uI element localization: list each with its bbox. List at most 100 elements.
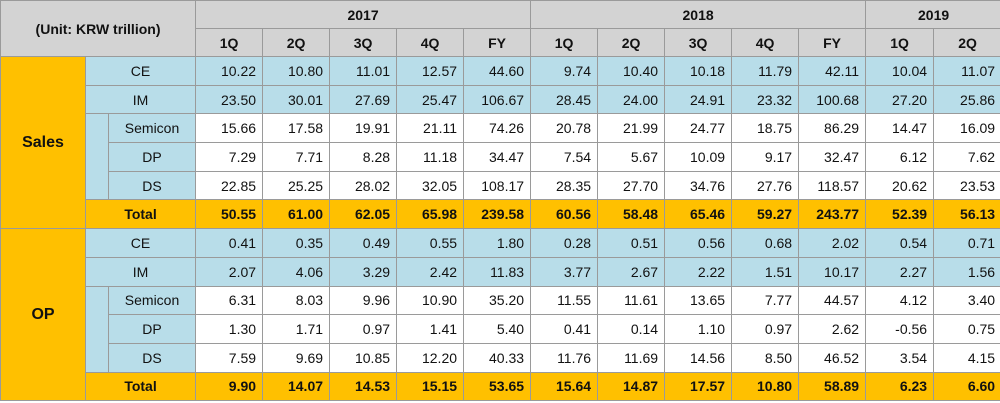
value-cell: 30.01 bbox=[262, 84, 331, 115]
value-cell: 1.56 bbox=[933, 256, 1000, 287]
value-cell: 50.55 bbox=[195, 199, 264, 230]
value-cell: 0.97 bbox=[329, 314, 398, 344]
value-cell: 13.65 bbox=[664, 285, 733, 316]
period-header: 3Q bbox=[329, 28, 398, 57]
value-cell: 5.40 bbox=[463, 314, 532, 344]
value-cell: 58.48 bbox=[597, 199, 666, 230]
period-header: 1Q bbox=[195, 28, 264, 57]
value-cell: 1.80 bbox=[463, 228, 532, 258]
value-cell: 7.59 bbox=[195, 342, 264, 373]
value-cell: 100.68 bbox=[798, 84, 867, 115]
value-cell: 10.04 bbox=[865, 56, 935, 86]
row-label: Semicon bbox=[107, 113, 197, 144]
period-header: 1Q bbox=[865, 28, 935, 57]
value-cell: 0.35 bbox=[262, 228, 331, 258]
value-cell: 18.75 bbox=[731, 113, 800, 144]
value-cell: 2.42 bbox=[396, 256, 465, 287]
value-cell: 12.20 bbox=[396, 342, 465, 373]
value-cell: 11.55 bbox=[530, 285, 599, 316]
value-cell: 10.80 bbox=[262, 56, 331, 86]
value-cell: 1.51 bbox=[731, 256, 800, 287]
value-cell: 14.56 bbox=[664, 342, 733, 373]
value-cell: 9.74 bbox=[530, 56, 599, 86]
value-cell: 22.85 bbox=[195, 170, 264, 201]
value-cell: 28.45 bbox=[530, 84, 599, 115]
value-cell: 0.71 bbox=[933, 228, 1000, 258]
period-header: FY bbox=[798, 28, 867, 57]
value-cell: -0.56 bbox=[865, 314, 935, 344]
value-cell: 34.47 bbox=[463, 142, 532, 172]
value-cell: 0.41 bbox=[530, 314, 599, 344]
value-cell: 23.50 bbox=[195, 84, 264, 115]
value-cell: 24.00 bbox=[597, 84, 666, 115]
value-cell: 2.02 bbox=[798, 228, 867, 258]
value-cell: 15.64 bbox=[530, 371, 599, 402]
period-header: 1Q bbox=[530, 28, 599, 57]
value-cell: 28.02 bbox=[329, 170, 398, 201]
value-cell: 17.57 bbox=[664, 371, 733, 402]
indent bbox=[85, 285, 109, 373]
year-header: 2017 bbox=[195, 0, 532, 29]
value-cell: 2.67 bbox=[597, 256, 666, 287]
value-cell: 74.26 bbox=[463, 113, 532, 144]
value-cell: 1.30 bbox=[195, 314, 264, 344]
value-cell: 6.60 bbox=[933, 371, 1000, 402]
row-label: DP bbox=[107, 142, 197, 172]
table-row: (Unit: KRW trillion) 2017 2018 2019 bbox=[0, 0, 1000, 57]
value-cell: 21.11 bbox=[396, 113, 465, 144]
value-cell: 3.40 bbox=[933, 285, 1000, 316]
year-header: 2019 bbox=[865, 0, 1000, 29]
value-cell: 58.89 bbox=[798, 371, 867, 402]
value-cell: 0.28 bbox=[530, 228, 599, 258]
value-cell: 65.98 bbox=[396, 199, 465, 230]
value-cell: 25.47 bbox=[396, 84, 465, 115]
value-cell: 7.29 bbox=[195, 142, 264, 172]
unit-label: (Unit: KRW trillion) bbox=[0, 0, 197, 57]
value-cell: 11.76 bbox=[530, 342, 599, 373]
row-label: IM bbox=[84, 84, 197, 115]
total-label: Total bbox=[84, 199, 197, 230]
row-label: Semicon bbox=[107, 285, 197, 316]
year-header: 2018 bbox=[530, 0, 867, 29]
value-cell: 34.76 bbox=[664, 170, 733, 201]
value-cell: 15.66 bbox=[195, 113, 264, 144]
value-cell: 1.41 bbox=[396, 314, 465, 344]
value-cell: 21.99 bbox=[597, 113, 666, 144]
value-cell: 40.33 bbox=[463, 342, 532, 373]
row-label: DS bbox=[107, 170, 197, 201]
value-cell: 14.47 bbox=[865, 113, 935, 144]
value-cell: 46.52 bbox=[798, 342, 867, 373]
value-cell: 8.28 bbox=[329, 142, 398, 172]
value-cell: 6.31 bbox=[195, 285, 264, 316]
value-cell: 4.12 bbox=[865, 285, 935, 316]
table-row: 1Q 2Q 3Q 4Q FY 1Q 2Q 3Q 4Q FY 1Q 2Q bbox=[1, 28, 1000, 57]
row-label: CE bbox=[84, 56, 197, 86]
value-cell: 10.80 bbox=[731, 371, 800, 402]
value-cell: 11.01 bbox=[329, 56, 398, 86]
table-row: DS 7.59 9.69 10.85 12.20 40.33 11.76 11.69 14.56… bbox=[1, 342, 1000, 373]
value-cell: 4.06 bbox=[262, 256, 331, 287]
value-cell: 3.54 bbox=[865, 342, 935, 373]
value-cell: 10.22 bbox=[195, 56, 264, 86]
value-cell: 27.20 bbox=[865, 84, 935, 115]
value-cell: 1.71 bbox=[262, 314, 331, 344]
section-label: OP bbox=[0, 228, 86, 402]
value-cell: 14.07 bbox=[262, 371, 331, 402]
value-cell: 53.65 bbox=[463, 371, 532, 402]
value-cell: 7.62 bbox=[933, 142, 1000, 172]
row-label: CE bbox=[84, 228, 197, 258]
value-cell: 27.76 bbox=[731, 170, 800, 201]
value-cell: 8.50 bbox=[731, 342, 800, 373]
period-header: FY bbox=[463, 28, 532, 57]
value-cell: 10.17 bbox=[798, 256, 867, 287]
period-header: 4Q bbox=[731, 28, 800, 57]
value-cell: 9.96 bbox=[329, 285, 398, 316]
value-cell: 10.90 bbox=[396, 285, 465, 316]
value-cell: 12.57 bbox=[396, 56, 465, 86]
value-cell: 59.27 bbox=[731, 199, 800, 230]
value-cell: 61.00 bbox=[262, 199, 331, 230]
value-cell: 52.39 bbox=[865, 199, 935, 230]
value-cell: 118.57 bbox=[798, 170, 867, 201]
period-header: 4Q bbox=[396, 28, 465, 57]
